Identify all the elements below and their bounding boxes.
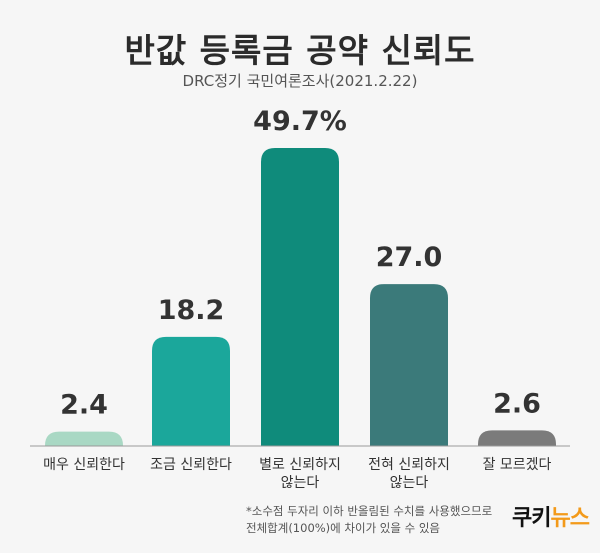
value-label: 27.0 <box>376 242 443 273</box>
category-label: 않는다 <box>281 475 320 491</box>
bar <box>478 430 556 446</box>
footnote-line-1: *소수점 두자리 이하 반올림된 수치를 사용했으므로 <box>246 504 493 518</box>
category-label: 별로 신뢰하지 <box>259 457 341 473</box>
category-label: 잘 모르겠다 <box>483 457 552 473</box>
chart-title: 반값 등록금 공약 신뢰도 <box>124 31 476 70</box>
value-label: 2.4 <box>60 390 108 421</box>
bar <box>152 336 230 446</box>
category-label: 전혀 신뢰하지 <box>368 457 450 473</box>
value-label: 18.2 <box>158 295 225 326</box>
bar <box>370 284 448 446</box>
footnote: *소수점 두자리 이하 반올림된 수치를 사용했으므로 전체합계(100%)에 … <box>246 503 492 537</box>
category-label: 매우 신뢰한다 <box>43 457 125 473</box>
bar <box>45 431 123 446</box>
category-label: 조금 신뢰한다 <box>150 457 232 473</box>
chart-subtitle: DRC정기 국민여론조사(2021.2.22) <box>182 72 418 90</box>
logo-part-2: 뉴스 <box>550 506 589 531</box>
value-label: 2.6 <box>493 388 541 419</box>
kukinews-logo: 쿠키뉴스 <box>512 500 590 532</box>
bar <box>261 148 339 446</box>
value-label: 49.7% <box>253 106 347 137</box>
category-label: 않는다 <box>390 475 429 491</box>
footnote-line-2: 전체합계(100%)에 차이가 있을 수 있음 <box>246 521 441 535</box>
logo-part-1: 쿠키 <box>512 506 551 531</box>
